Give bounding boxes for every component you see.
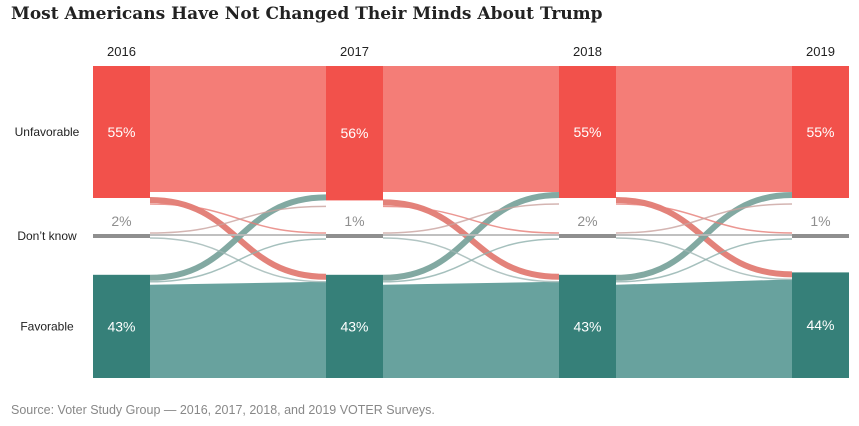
node-value-favorable-2019: 44%	[806, 317, 834, 333]
node-unfavorable-2018	[559, 66, 616, 198]
flow-unfavorable-retained-1	[383, 66, 559, 192]
node-dont-know-2019	[792, 234, 849, 238]
year-label-2017: 2017	[340, 44, 369, 59]
flow-favorable-to-unfavorable-1	[382, 192, 560, 281]
node-value-favorable-2016: 43%	[107, 318, 135, 334]
year-label-2019: 2019	[806, 44, 835, 59]
node-value-unfavorable-2017: 56%	[340, 125, 368, 141]
flow-unfavorable-to-dont-know-1	[382, 205, 560, 234]
flow-unfavorable-to-dont-know-0	[149, 203, 327, 234]
flow-favorable-to-dont-know-2	[615, 238, 793, 283]
category-label-dont-know: Don’t know	[17, 229, 77, 243]
year-label-2016: 2016	[107, 44, 136, 59]
chart-title: Most Americans Have Not Changed Their Mi…	[11, 4, 603, 24]
node-value-dont-know-2018: 2%	[577, 213, 597, 229]
flow-dont-know-to-favorable-2	[615, 237, 793, 281]
node-value-dont-know-2016: 2%	[111, 213, 131, 229]
flows-layer	[149, 66, 793, 378]
node-dont-know-2018	[559, 234, 616, 238]
flow-dont-know-to-unfavorable-0	[149, 205, 327, 234]
node-dont-know-2016	[93, 234, 150, 238]
source-note: Source: Voter Study Group — 2016, 2017, …	[11, 403, 435, 417]
flow-unfavorable-retained-0	[150, 66, 326, 192]
node-value-favorable-2017: 43%	[340, 318, 368, 334]
node-unfavorable-2016	[93, 66, 150, 198]
node-value-unfavorable-2019: 55%	[806, 124, 834, 140]
node-dont-know-2017	[326, 234, 383, 238]
node-unfavorable-2017	[326, 66, 383, 201]
node-value-dont-know-2019: 1%	[810, 213, 830, 229]
flow-favorable-retained-2	[616, 279, 792, 378]
year-label-2018: 2018	[573, 44, 602, 59]
category-label-unfavorable: Unfavorable	[15, 125, 80, 139]
labels-layer: 2016 2017 2018 2019 Unfavorable Don’t know Fav…	[15, 44, 835, 334]
node-value-unfavorable-2016: 55%	[107, 124, 135, 140]
flow-favorable-to-unfavorable-0	[149, 194, 327, 281]
flow-favorable-retained-0	[150, 281, 326, 378]
node-unfavorable-2019	[792, 66, 849, 198]
node-value-dont-know-2017: 1%	[344, 213, 364, 229]
node-value-unfavorable-2018: 55%	[573, 124, 601, 140]
nodes-layer	[93, 66, 849, 378]
flow-dont-know-to-unfavorable-2	[615, 203, 793, 234]
node-value-favorable-2018: 43%	[573, 318, 601, 334]
flow-dont-know-to-unfavorable-1	[382, 203, 560, 234]
node-favorable-2017	[326, 274, 383, 378]
flow-favorable-to-unfavorable-2	[615, 192, 793, 281]
flow-unfavorable-retained-2	[616, 66, 792, 192]
flow-favorable-to-dont-know-0	[149, 238, 327, 283]
node-favorable-2016	[93, 274, 150, 378]
node-favorable-2019	[792, 272, 849, 378]
flow-favorable-retained-1	[383, 281, 559, 378]
node-favorable-2018	[559, 274, 616, 378]
flow-favorable-to-dont-know-1	[382, 238, 560, 283]
category-label-favorable: Favorable	[20, 319, 74, 333]
